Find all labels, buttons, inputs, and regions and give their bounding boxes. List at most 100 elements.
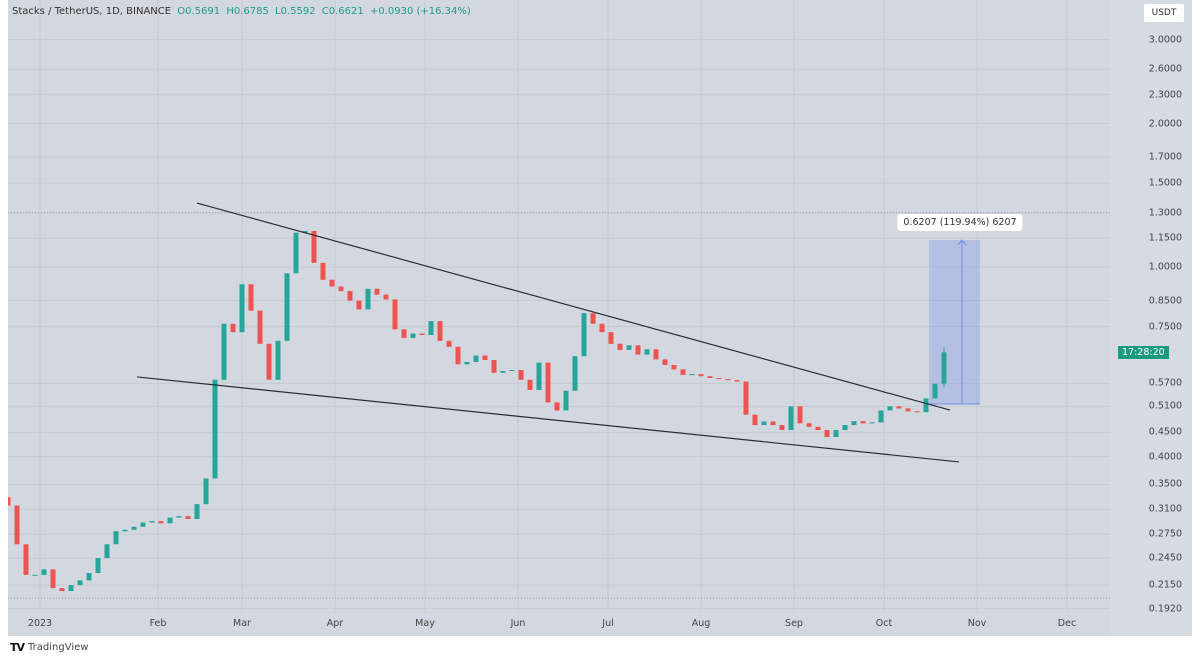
- candle-body: [698, 374, 704, 377]
- y-tick-label: 0.5100: [1148, 400, 1182, 412]
- candle-body: [626, 345, 632, 350]
- candle-body: [563, 390, 569, 411]
- candle-body: [671, 364, 677, 370]
- y-tick-label: 1.5000: [1148, 177, 1182, 189]
- candle-body: [860, 421, 866, 424]
- y-tick-label: 0.2150: [1148, 579, 1182, 591]
- price-axis[interactable]: USDT 17:28:20 3.0000 2.6000 2.3000 2.0000 1.…: [1110, 0, 1192, 636]
- trendline: [136, 376, 960, 463]
- candle-body: [500, 371, 506, 373]
- candle-body: [140, 522, 146, 527]
- candle-body: [392, 299, 398, 330]
- candle-body: [158, 521, 164, 524]
- currency-button[interactable]: USDT: [1144, 4, 1184, 22]
- candle-body: [590, 313, 596, 324]
- candle-body: [806, 423, 812, 427]
- candle-body: [905, 408, 911, 412]
- candle-body: [527, 379, 533, 391]
- y-tick-label: 1.3000: [1148, 207, 1182, 219]
- candle-body: [248, 284, 254, 311]
- low-value: L0.5592: [275, 6, 316, 17]
- candle-body: [131, 526, 137, 530]
- candle-body: [914, 411, 920, 413]
- price-chart[interactable]: [8, 0, 1110, 612]
- candle-body: [347, 291, 353, 301]
- candle-body: [689, 374, 695, 376]
- countdown-badge: 17:28:20: [1118, 346, 1169, 360]
- symbol-name[interactable]: Stacks / TetherUS, 1D, BINANCE: [12, 6, 172, 17]
- candle-body: [104, 544, 110, 559]
- candle-body: [23, 544, 29, 575]
- x-tick-label: May: [415, 618, 435, 629]
- candle-body: [716, 377, 722, 380]
- y-tick-label: 1.0000: [1148, 261, 1182, 273]
- footer: TV TradingView: [10, 641, 88, 654]
- x-tick-label: Nov: [967, 618, 987, 629]
- y-tick-label: 2.0000: [1148, 118, 1182, 130]
- candle-body: [122, 529, 128, 532]
- candle-body: [410, 333, 416, 338]
- x-tick-label: Oct: [875, 618, 893, 629]
- candle-body: [869, 422, 875, 424]
- candle-body: [293, 232, 299, 274]
- measure-box: [929, 240, 980, 404]
- candle-body: [419, 333, 425, 336]
- time-axis[interactable]: 2023 Feb Mar Apr May Jun Jul Aug Sep Oct Nov Dec: [8, 612, 1110, 636]
- candle-body: [329, 279, 335, 287]
- high-value: H0.6785: [226, 6, 269, 17]
- candle-body: [68, 585, 74, 592]
- candle-body: [356, 300, 362, 310]
- y-tick-label: 0.1920: [1148, 603, 1182, 615]
- candle-body: [824, 430, 830, 437]
- trendline: [196, 202, 951, 411]
- candle-body: [8, 497, 11, 506]
- change-value: +0.0930 (+16.34%): [369, 6, 471, 17]
- x-tick-label: Apr: [326, 618, 344, 629]
- candle-body: [788, 406, 794, 431]
- brand-name: TradingView: [28, 642, 89, 653]
- candle-body: [680, 369, 686, 375]
- candle-body: [365, 288, 371, 310]
- candle-body: [311, 230, 317, 263]
- candle-body: [887, 406, 893, 411]
- x-tick-label: Mar: [233, 618, 251, 629]
- candle-body: [239, 284, 245, 333]
- candle-body: [275, 340, 281, 380]
- y-tick-label: 0.4000: [1148, 451, 1182, 463]
- y-tick-label: 0.2750: [1148, 528, 1182, 540]
- candle-body: [212, 379, 218, 479]
- y-tick-label: 0.2450: [1148, 552, 1182, 564]
- candle-body: [446, 340, 452, 347]
- candle-body: [230, 323, 236, 333]
- candle-body: [302, 230, 308, 233]
- chart-container[interactable]: Stacks / TetherUS, 1D, BINANCE O0.5691 H…: [8, 0, 1192, 636]
- y-tick-label: 1.7000: [1148, 151, 1182, 163]
- candle-body: [41, 569, 47, 575]
- x-tick-label: Sep: [785, 618, 803, 629]
- candle-body: [455, 346, 461, 365]
- candle-body: [923, 398, 929, 413]
- candle-body: [437, 321, 443, 341]
- y-tick-label: 1.1500: [1148, 232, 1182, 244]
- candle-body: [320, 262, 326, 280]
- candle-body: [932, 383, 938, 399]
- candle-body: [797, 406, 803, 424]
- candle-body: [50, 569, 56, 589]
- y-tick-label: 0.4500: [1148, 426, 1182, 438]
- y-tick-label: 0.8500: [1148, 295, 1182, 307]
- candle-body: [203, 478, 209, 505]
- candle-body: [491, 360, 497, 373]
- symbol-legend: Stacks / TetherUS, 1D, BINANCE O0.5691 H…: [12, 6, 474, 17]
- candle-body: [536, 362, 542, 391]
- candle-body: [608, 332, 614, 344]
- candle-body: [752, 414, 758, 426]
- y-tick-label: 3.0000: [1148, 34, 1182, 46]
- x-tick-label: Jul: [602, 618, 614, 629]
- candle-body: [14, 505, 20, 545]
- candle-body: [878, 410, 884, 423]
- x-tick-label: Jun: [510, 618, 526, 629]
- candle-body: [743, 381, 749, 415]
- candle-body: [653, 349, 659, 360]
- candle-body: [725, 379, 731, 381]
- candle-body: [635, 345, 641, 355]
